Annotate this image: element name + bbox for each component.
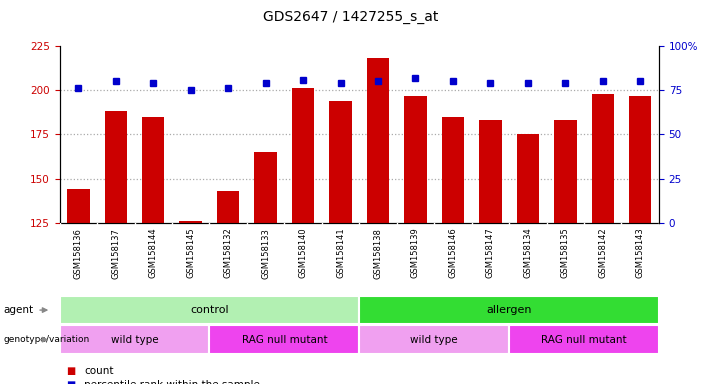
Bar bbox=[367, 58, 389, 223]
Text: GSM158141: GSM158141 bbox=[336, 228, 345, 278]
Text: percentile rank within the sample: percentile rank within the sample bbox=[84, 380, 260, 384]
Text: GSM158145: GSM158145 bbox=[186, 228, 195, 278]
Text: GSM158139: GSM158139 bbox=[411, 228, 420, 278]
Text: GSM158147: GSM158147 bbox=[486, 228, 495, 278]
Text: GSM158143: GSM158143 bbox=[636, 228, 645, 278]
Text: genotype/variation: genotype/variation bbox=[4, 335, 90, 344]
Bar bbox=[292, 88, 314, 223]
Bar bbox=[329, 101, 352, 223]
Bar bbox=[359, 325, 509, 354]
Text: count: count bbox=[84, 366, 114, 376]
Text: GSM158144: GSM158144 bbox=[149, 228, 158, 278]
Bar bbox=[217, 191, 239, 223]
Text: GSM158146: GSM158146 bbox=[449, 228, 458, 278]
Text: GSM158140: GSM158140 bbox=[299, 228, 308, 278]
Text: wild type: wild type bbox=[111, 334, 158, 345]
Text: control: control bbox=[190, 305, 229, 315]
Bar bbox=[60, 296, 359, 324]
Text: GSM158133: GSM158133 bbox=[261, 228, 270, 278]
Bar bbox=[592, 94, 614, 223]
Text: ■: ■ bbox=[67, 380, 76, 384]
Bar bbox=[479, 120, 502, 223]
Text: RAG null mutant: RAG null mutant bbox=[242, 334, 327, 345]
Bar bbox=[442, 117, 464, 223]
Bar bbox=[517, 134, 539, 223]
Bar bbox=[210, 325, 359, 354]
Text: agent: agent bbox=[4, 305, 34, 315]
Bar bbox=[67, 189, 90, 223]
Bar bbox=[554, 120, 576, 223]
Text: GSM158135: GSM158135 bbox=[561, 228, 570, 278]
Text: wild type: wild type bbox=[410, 334, 458, 345]
Text: GSM158142: GSM158142 bbox=[598, 228, 607, 278]
Text: GSM158138: GSM158138 bbox=[374, 228, 383, 278]
Bar bbox=[404, 96, 427, 223]
Text: GSM158137: GSM158137 bbox=[111, 228, 121, 278]
Bar bbox=[359, 296, 659, 324]
Bar bbox=[60, 325, 210, 354]
Bar bbox=[254, 152, 277, 223]
Bar bbox=[179, 221, 202, 223]
Bar bbox=[142, 117, 165, 223]
Text: GDS2647 / 1427255_s_at: GDS2647 / 1427255_s_at bbox=[263, 10, 438, 23]
Text: allergen: allergen bbox=[486, 305, 532, 315]
Text: RAG null mutant: RAG null mutant bbox=[541, 334, 627, 345]
Bar bbox=[104, 111, 127, 223]
Text: GSM158136: GSM158136 bbox=[74, 228, 83, 278]
Text: GSM158132: GSM158132 bbox=[224, 228, 233, 278]
Text: GSM158134: GSM158134 bbox=[524, 228, 532, 278]
Text: ■: ■ bbox=[67, 366, 76, 376]
Bar bbox=[629, 96, 651, 223]
Bar bbox=[509, 325, 659, 354]
